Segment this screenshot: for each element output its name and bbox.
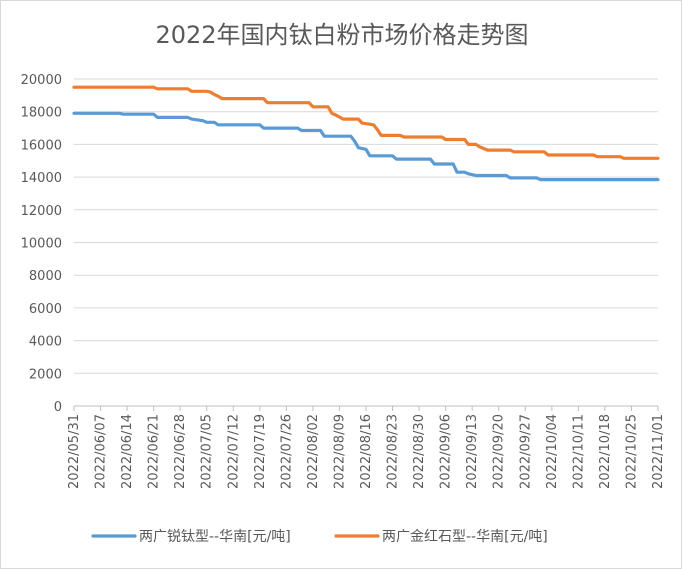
y-tick-label: 20000 [21,73,62,88]
y-tick-label: 10000 [21,237,62,252]
x-tick-label: 2022/06/07 [94,414,109,489]
x-tick-label: 2022/09/20 [492,414,507,489]
y-tick-label: 12000 [21,204,62,219]
series-line-1 [72,111,660,182]
x-tick-label: 2022/08/09 [332,414,347,489]
x-tick-label: 2022/07/05 [200,414,215,489]
x-tick-label: 2022/07/19 [253,414,268,489]
y-tick-label: 0 [54,400,62,415]
x-tick-label: 2022/09/27 [518,414,533,489]
x-tick-label: 2022/10/25 [624,414,639,489]
x-tick-label: 2022/10/18 [598,414,613,489]
x-tick-label: 2022/08/23 [386,414,401,489]
y-tick-label: 16000 [21,138,62,153]
x-tick-label: 2022/08/02 [306,414,321,489]
y-tick-label: 14000 [21,171,62,186]
legend-label-2: 两广金红石型--华南[元/吨] [382,529,548,545]
series-line-2 [72,85,660,160]
y-tick-label: 6000 [29,302,62,317]
y-tick-label: 2000 [29,367,62,382]
x-tick-label: 2022/06/14 [120,414,135,489]
x-tick-label: 2022/09/13 [465,414,480,489]
x-tick-label: 2022/06/28 [173,414,188,489]
x-tick-label: 2022/11/01 [651,414,666,489]
x-tick-label: 2022/08/30 [412,414,427,489]
y-tick-label: 4000 [29,335,62,350]
chart-title: 2022年国内钛白粉市场价格走势图 [155,21,528,49]
y-tick-label: 8000 [29,269,62,284]
x-tick-label: 2022/10/04 [545,414,560,489]
x-tick-label: 2022/09/06 [439,414,454,489]
x-tick-label: 2022/05/31 [67,414,82,489]
x-tick-label: 2022/10/11 [571,414,586,489]
x-tick-label: 2022/07/26 [279,414,294,489]
x-tick-label: 2022/07/12 [226,414,241,489]
y-tick-label: 18000 [21,106,62,121]
legend-label-1: 两广锐钛型--华南[元/吨] [139,529,291,545]
x-tick-label: 2022/06/21 [147,414,162,489]
x-tick-label: 2022/08/16 [359,414,374,489]
